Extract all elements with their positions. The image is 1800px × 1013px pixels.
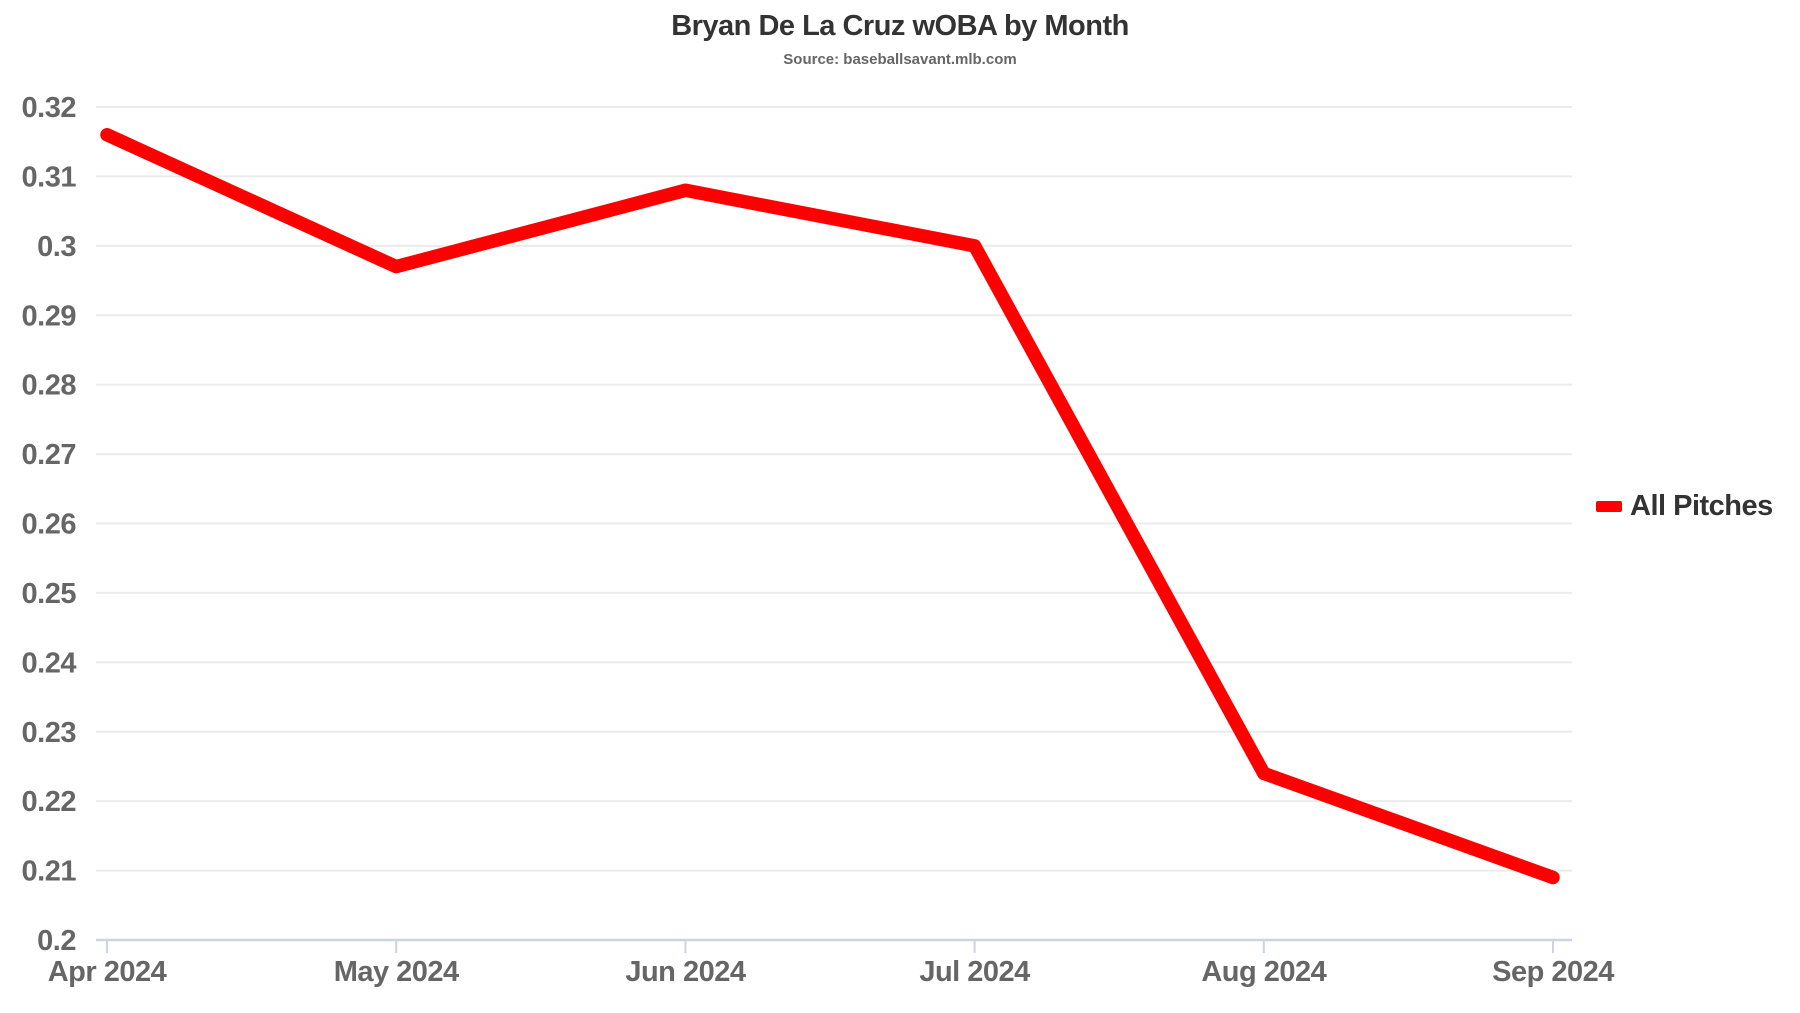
chart-subtitle: Source: baseballsavant.mlb.com <box>783 51 1017 68</box>
y-tick-label: 0.32 <box>22 92 76 124</box>
legend-item-all-pitches[interactable]: All Pitches <box>1596 490 1773 523</box>
legend-line-swatch <box>1596 501 1622 512</box>
x-tick-label: Apr 2024 <box>48 956 167 988</box>
y-tick-label: 0.29 <box>22 300 77 332</box>
y-tick-label: 0.21 <box>22 856 77 888</box>
y-tick-label: 0.23 <box>22 717 77 749</box>
y-tick-label: 0.28 <box>22 370 77 402</box>
x-tick-label: Sep 2024 <box>1492 956 1614 988</box>
y-tick-label: 0.25 <box>22 578 77 610</box>
y-tick-label: 0.22 <box>22 786 76 818</box>
y-tick-label: 0.2 <box>37 925 76 957</box>
legend-label: All Pitches <box>1630 490 1773 522</box>
y-tick-label: 0.31 <box>22 161 77 193</box>
y-tick-label: 0.3 <box>37 231 76 263</box>
x-tick-label: Jun 2024 <box>625 956 745 988</box>
x-tick-label: Jul 2024 <box>919 956 1030 988</box>
y-tick-label: 0.27 <box>22 439 76 471</box>
x-tick-label: May 2024 <box>334 956 459 988</box>
y-tick-label: 0.24 <box>22 647 77 679</box>
chart-title: Bryan De La Cruz wOBA by Month <box>671 10 1129 42</box>
x-tick-label: Aug 2024 <box>1201 956 1326 988</box>
series-line-all-pitches <box>100 128 1560 885</box>
y-tick-label: 0.26 <box>22 509 77 541</box>
